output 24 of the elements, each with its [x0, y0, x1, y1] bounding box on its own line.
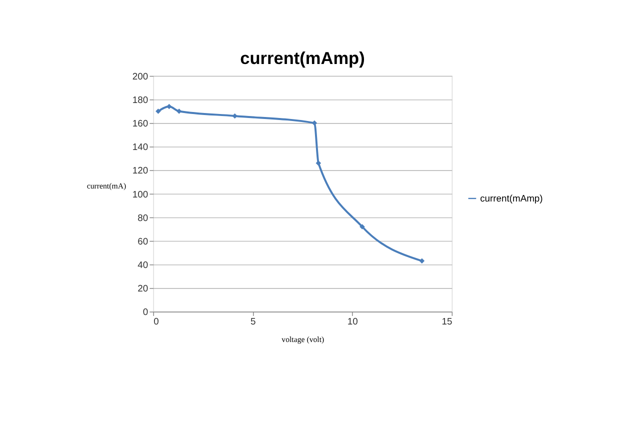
- x-axis-title: voltage (volt): [282, 334, 325, 344]
- x-tick-label: 0: [154, 316, 159, 327]
- y-tick-label: 0: [142, 306, 148, 318]
- legend-label: current(mAmp): [480, 192, 543, 204]
- y-tick-label: 200: [132, 70, 148, 82]
- y-tick-label: 100: [132, 188, 148, 200]
- chart-title: current(mAmp): [240, 48, 365, 68]
- x-tick-label: 10: [347, 316, 358, 327]
- point: [360, 224, 365, 230]
- x-tick-label: 5: [250, 316, 256, 327]
- y-tick-label: 180: [132, 94, 148, 105]
- x-tick-label: 15: [442, 316, 452, 327]
- point: [312, 120, 318, 126]
- point: [156, 108, 161, 114]
- y-tick-label: 40: [138, 259, 148, 270]
- y-tick-label: 80: [138, 212, 148, 223]
- y-tick-label: 120: [132, 164, 148, 176]
- point: [166, 104, 172, 110]
- y-tick-label: 140: [132, 141, 148, 152]
- y-tick-label: 60: [138, 235, 148, 246]
- point: [419, 258, 425, 264]
- y-tick-label: 20: [138, 282, 148, 294]
- y-axis-title: current(mA): [86, 182, 126, 191]
- y-tick-label: 160: [132, 118, 148, 129]
